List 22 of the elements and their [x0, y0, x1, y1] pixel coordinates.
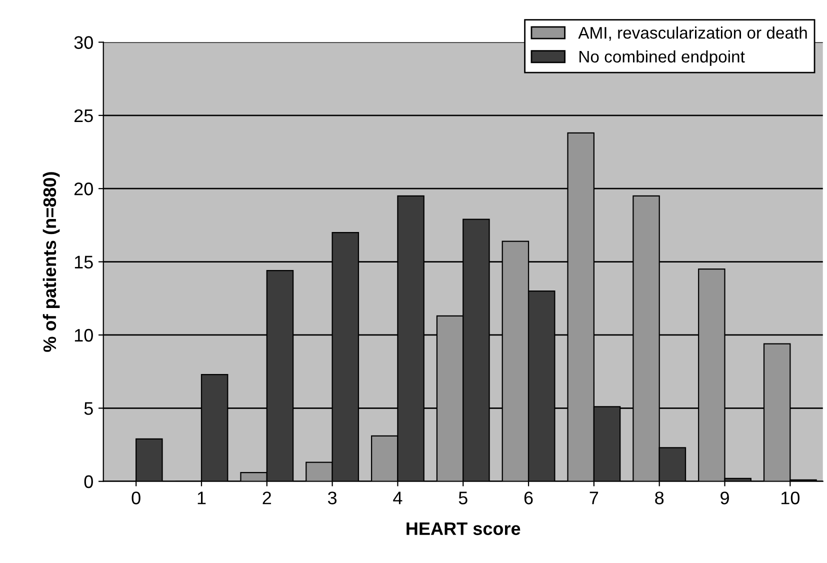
x-tick-label: 1: [198, 492, 206, 504]
y-tick-label: 30: [74, 36, 93, 49]
x-tick-label: 10: [781, 492, 800, 504]
x-axis-title: HEART score: [406, 522, 520, 536]
y-tick-label: 5: [84, 402, 93, 415]
y-axis-title: % of patients (n=880): [42, 172, 60, 352]
x-tick-label: 5: [458, 492, 468, 504]
x-tick-label: 2: [262, 492, 272, 504]
y-tick-label: 10: [74, 328, 93, 342]
x-tick-label: 0: [132, 492, 140, 504]
x-tick-label: 6: [524, 492, 533, 504]
legend-label: AMI, revascularization or death: [578, 26, 807, 41]
y-tick-label: 0: [84, 475, 93, 488]
y-tick-label: 15: [74, 256, 93, 269]
y-tick-label: 25: [74, 109, 93, 122]
y-tick-label: 20: [74, 182, 93, 196]
x-tick-label: 7: [590, 492, 598, 504]
x-tick-label: 8: [655, 492, 664, 504]
x-tick-label: 3: [328, 492, 337, 504]
x-tick-label: 4: [393, 492, 402, 504]
x-tick-label: 9: [720, 492, 729, 504]
legend-label: No combined endpoint: [580, 50, 745, 66]
